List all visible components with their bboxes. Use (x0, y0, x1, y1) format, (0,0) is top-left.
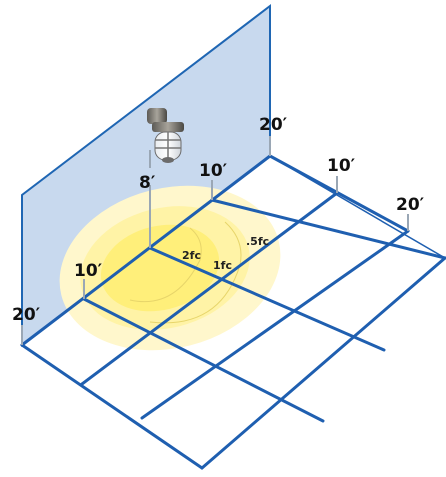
illuminance-contours (129, 221, 242, 324)
label-floor-right-10: 10′ (327, 156, 356, 176)
label-2fc: 2fc (182, 249, 201, 262)
label-floor-left-20: 20′ (12, 305, 41, 325)
label-wall-mid-top: 10′ (199, 161, 228, 181)
label-1fc: 1fc (213, 259, 232, 272)
floor-outline (20, 155, 446, 469)
vapor-tight-wall-light-icon (147, 108, 184, 163)
light-pool (59, 185, 281, 351)
label-wall-top-right: 20′ (259, 115, 288, 135)
label-floor-right-20: 20′ (396, 195, 425, 215)
label-wall-height: 8′ (139, 173, 156, 193)
dimension-ticks (21, 136, 409, 345)
label-floor-left-10: 10′ (74, 261, 103, 281)
label-half-fc: .5fc (246, 235, 269, 248)
